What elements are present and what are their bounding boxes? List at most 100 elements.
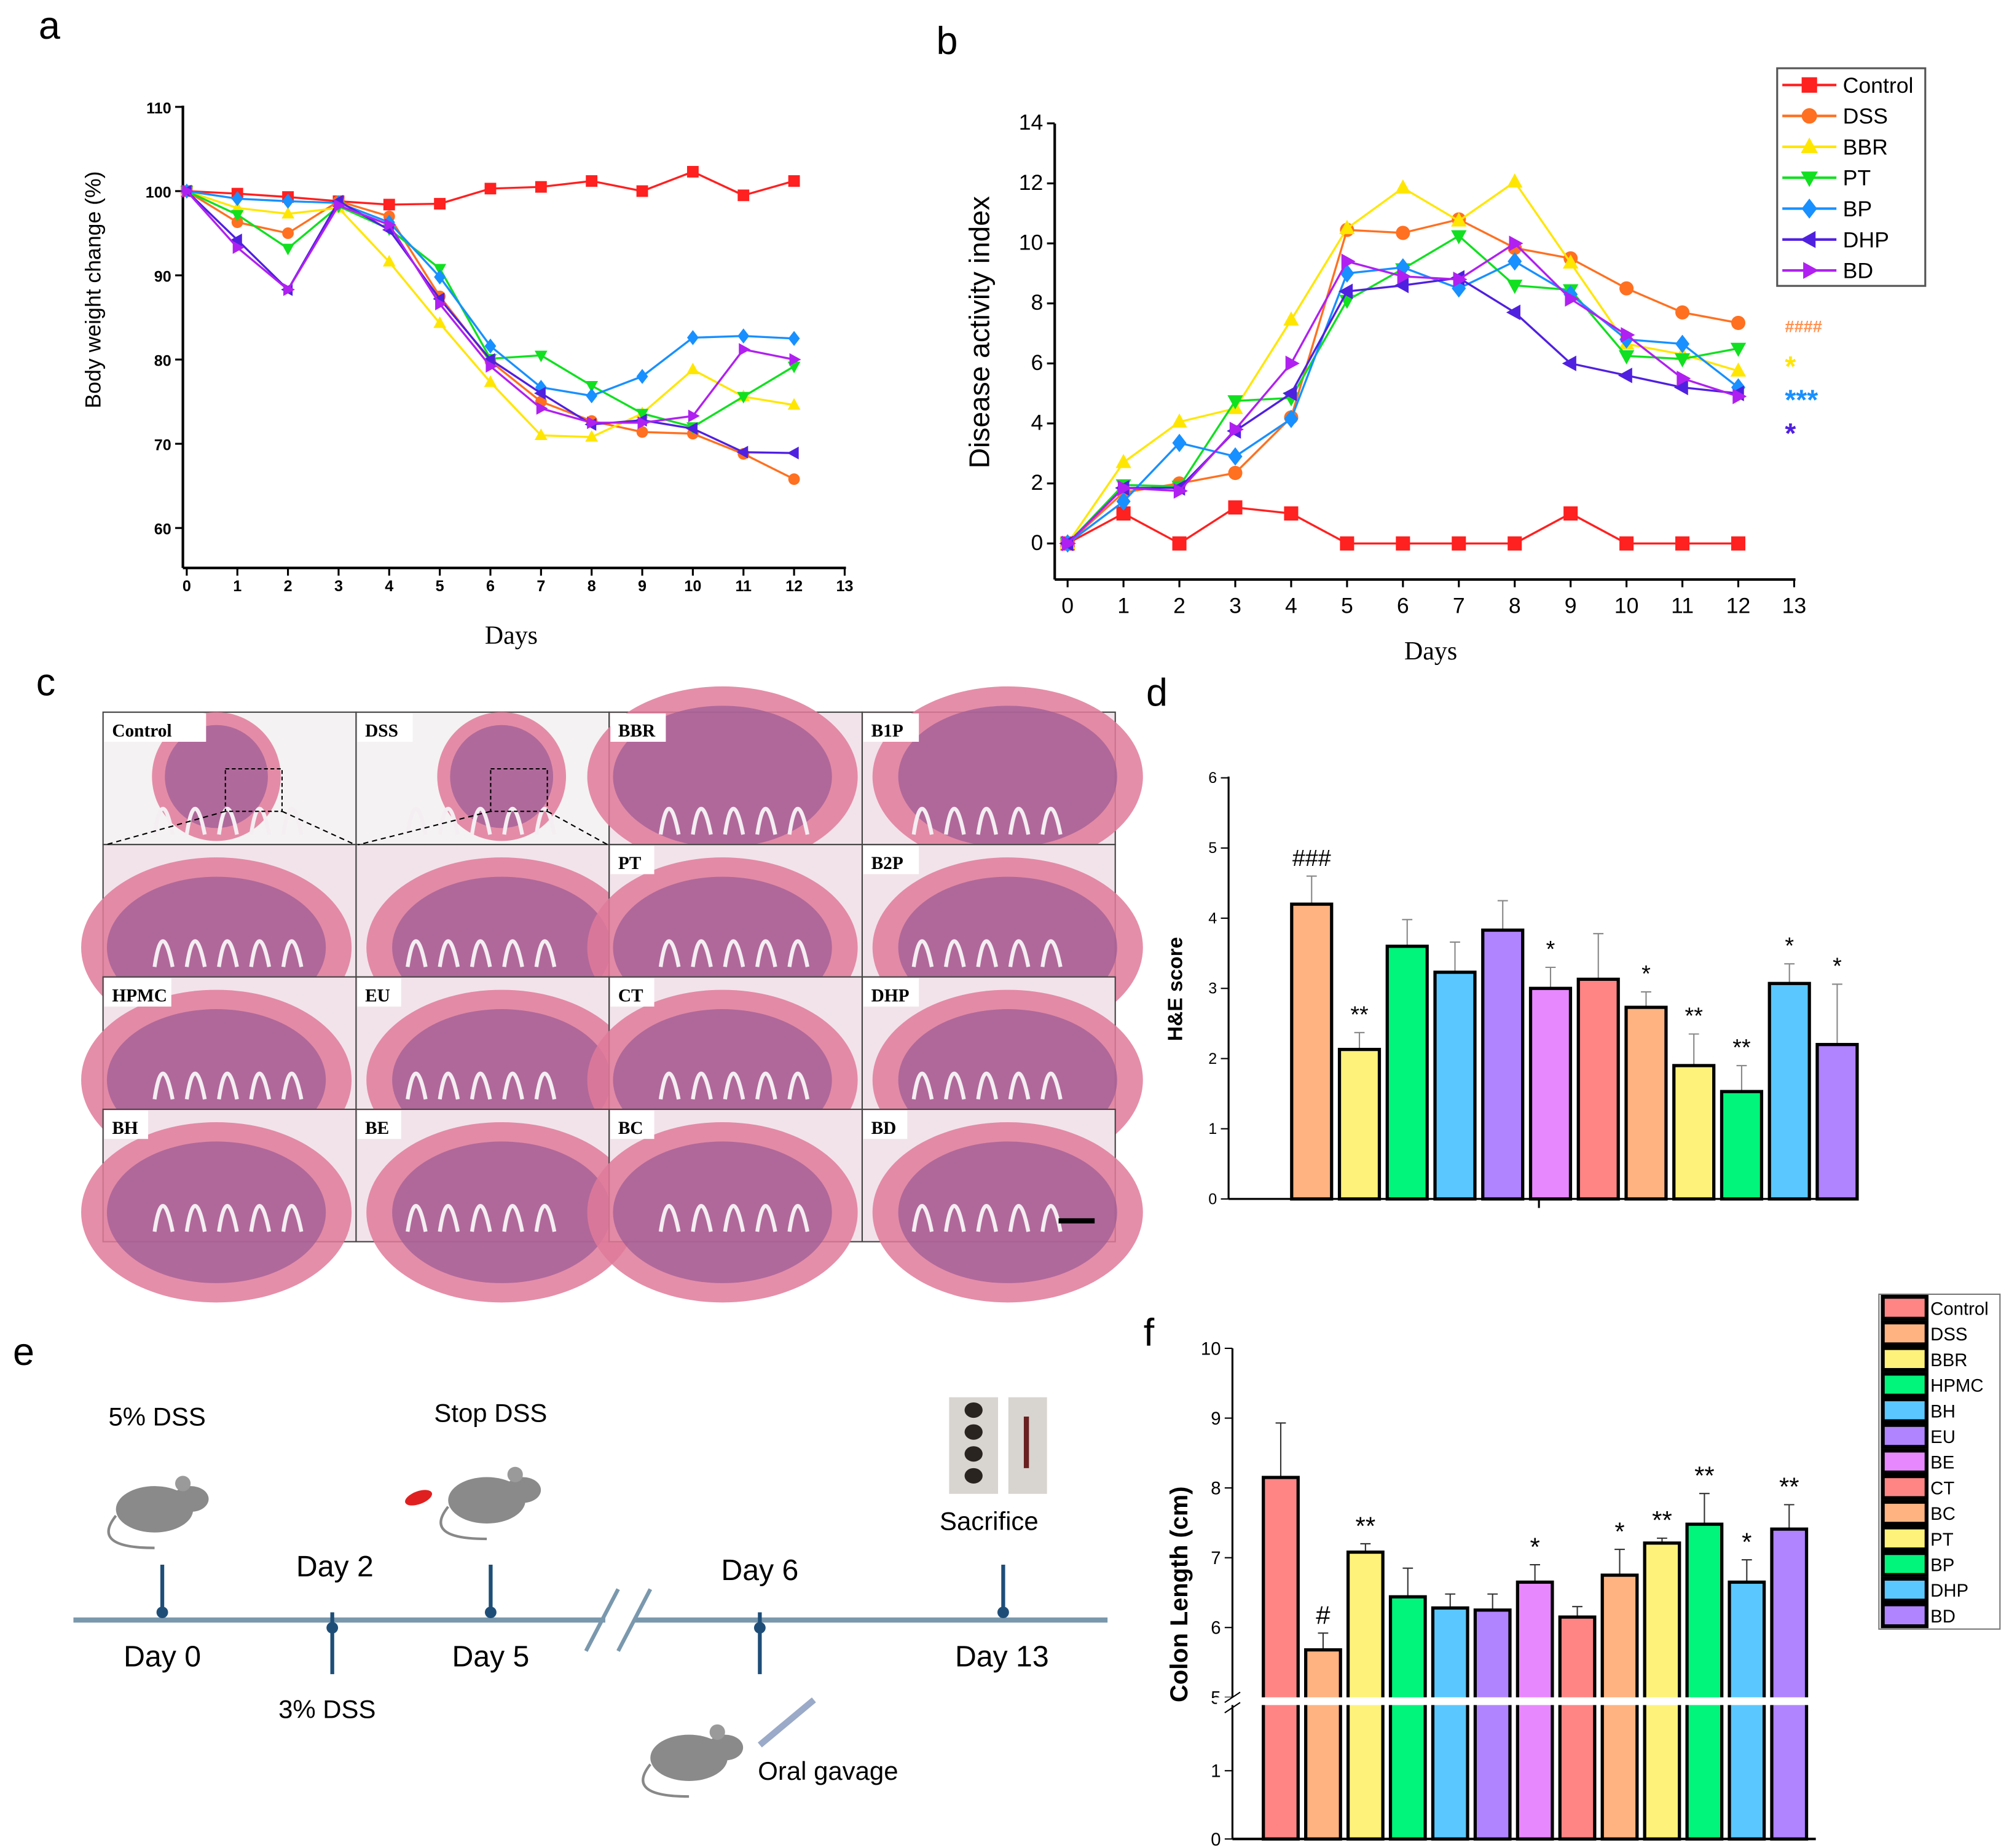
data-point [1283,385,1297,401]
data-point [486,360,498,373]
panel-label-f: f [1144,1311,1155,1355]
y-tick-label: 110 [146,100,171,117]
significance-annotation: # [1316,1601,1331,1630]
series-dhp [1059,270,1744,551]
zoom-line [281,811,356,846]
crypt [1008,806,1031,835]
data-point [1228,466,1243,481]
timeline-label: Day 0 [124,1640,201,1673]
data-point [1341,253,1356,270]
crypt [406,1071,428,1100]
x-tick-label: 11 [735,578,752,595]
data-point [283,283,295,296]
y-tick-label: 70 [154,437,171,454]
chart-disease-activity: Disease activity index Days 0 1 2 3 4 5 6 7 8 9 10… [963,67,1927,666]
significance-annotation: ** [1694,1461,1715,1490]
label-bg [610,713,666,742]
x-tick-label: 8 [1509,593,1521,618]
x-tick-label: 9 [638,578,647,595]
y-tick-label: 10 [1201,1339,1221,1359]
bar [1600,1573,1639,1841]
timeline-dot [753,1622,766,1634]
tissue-mucosa [165,725,268,828]
label-bg [357,978,401,1007]
label-bg [610,978,655,1007]
data-point [1619,281,1634,296]
data-point [282,194,294,209]
crypt [534,1071,557,1100]
data-point [1173,483,1188,499]
histology-image: BH [81,1108,357,1303]
data-point [230,201,244,213]
timeline-label: Oral gavage [758,1756,898,1785]
crypt [723,1204,745,1232]
crypt [944,939,966,967]
timeline-dot [326,1622,339,1634]
data-point [534,387,546,400]
crypt [438,1071,460,1100]
tissue-mucosa [898,1141,1117,1283]
data-point [686,166,699,178]
data-point [686,422,698,435]
crypt [152,1204,175,1232]
y-tick-label: 4 [1208,910,1217,927]
timeline-label: Sacrifice [940,1506,1039,1535]
crypt [184,939,207,967]
data-point [536,402,548,415]
crypt [658,1204,681,1232]
x-tick-label: 10 [1614,593,1639,618]
crypt [152,939,175,967]
chart-body-weight: Body weight change (%) Days 0 1 2 3 4 5 6 7 8 9 10… [81,100,853,650]
data-point [1453,271,1468,288]
data-point [1396,226,1410,240]
significance-annotation: *** [1785,383,1818,415]
data-point [586,388,598,404]
y-tick-label: 8 [1031,290,1044,315]
timeline-label: 5% DSS [109,1402,206,1431]
data-point [686,330,699,345]
image-label: DHP [871,986,910,1005]
y-axis-label: Colon Length (cm) [1166,1486,1193,1702]
crypt [691,939,713,967]
series-bbr [180,184,801,442]
timeline-label: Day 13 [955,1640,1049,1673]
crypt [406,939,428,967]
crypt [755,1204,777,1232]
bar [1685,1522,1724,1841]
bar [1481,928,1525,1201]
y-tick-label: 60 [154,521,171,538]
crypt [911,1071,934,1100]
crypt [1008,939,1031,967]
significance-annotation: * [1785,417,1796,449]
significance-annotation: * [1742,1527,1751,1556]
crypt [184,1204,207,1232]
crypt [787,806,809,835]
bar [1388,1595,1427,1841]
crypt [1008,1071,1031,1100]
significance-annotation: ** [1350,1001,1369,1027]
x-tick-label: 5 [436,578,444,595]
legend-item-pt: PT [1782,166,1871,191]
break-mark [584,1588,620,1652]
legend-swatch [1881,1449,1928,1475]
mouse-ear [709,1724,725,1740]
legend-swatch [1881,1320,1928,1347]
legend-item-bp: BP [1881,1551,1954,1577]
x-tick-label: 4 [1285,593,1297,618]
mouse-tail [642,1763,690,1798]
label-bg [104,1111,149,1139]
crypt [502,1204,524,1232]
legend-swatch [1881,1602,1928,1629]
data-point [1115,454,1131,468]
data-point [1508,252,1522,271]
crypt [438,806,460,835]
y-tick-label: 6 [1211,1618,1221,1638]
bar [1528,986,1573,1201]
legend-label: BC [1930,1504,1956,1524]
data-point [534,428,548,440]
bar [1433,970,1477,1201]
bar [1473,1608,1512,1841]
crypt [911,806,934,835]
